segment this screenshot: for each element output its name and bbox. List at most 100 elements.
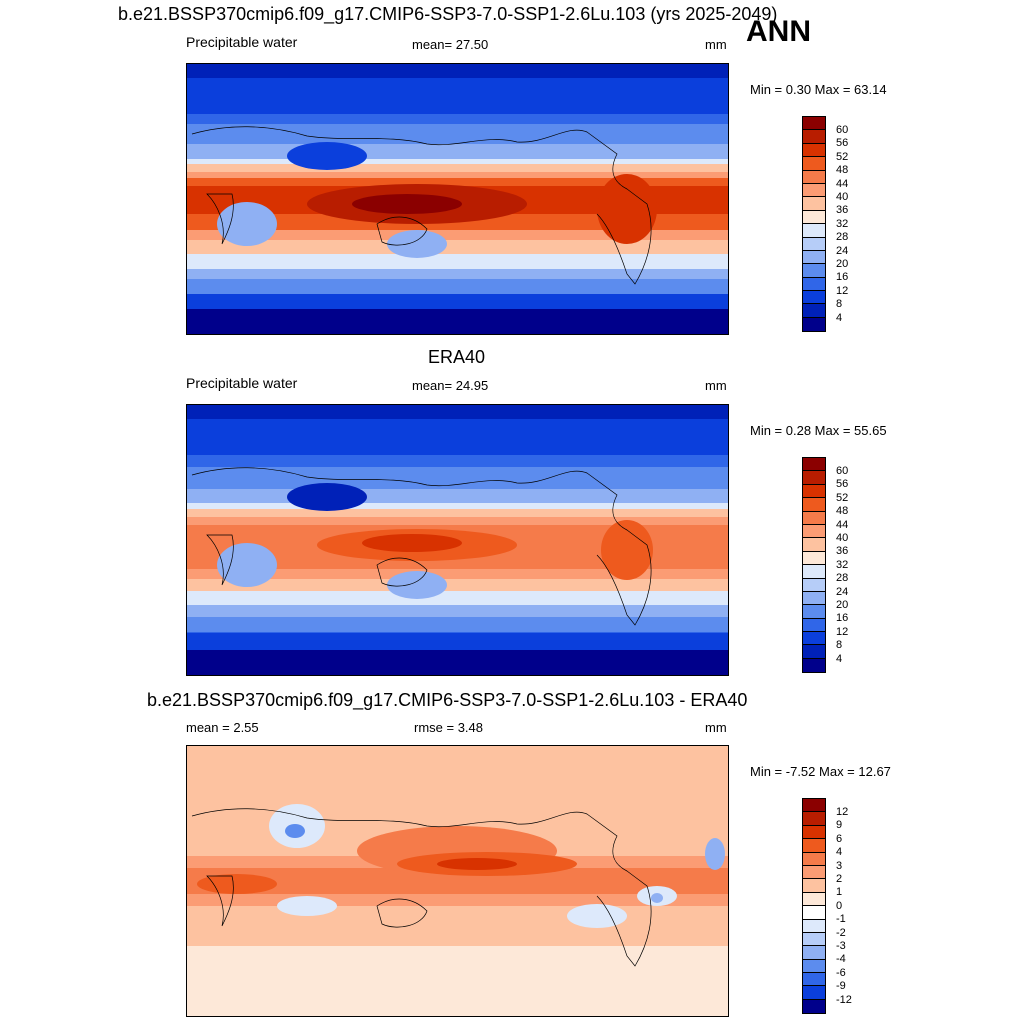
panel3-colorbar-box bbox=[803, 812, 825, 826]
panel3-colorbar-box bbox=[803, 892, 825, 907]
panel1-mean: mean= 27.50 bbox=[412, 37, 489, 52]
panel3-colorbar-box bbox=[803, 973, 825, 987]
panel2-tick: 52 bbox=[836, 492, 849, 504]
panel2-colorbar-box bbox=[803, 498, 825, 512]
panel3-colorbar-box bbox=[803, 799, 825, 813]
panel3-tick: 12 bbox=[836, 806, 849, 818]
panel3-tick: -12 bbox=[836, 994, 852, 1006]
panel1-colorbar-box bbox=[803, 291, 825, 305]
panel1-colorbar-box bbox=[803, 143, 825, 158]
panel3-tick: 1 bbox=[836, 886, 843, 898]
panel1-tick: 36 bbox=[836, 204, 849, 216]
panel1-colorbar-box bbox=[803, 210, 825, 225]
panel3-units: mm bbox=[705, 720, 727, 735]
panel3-colorbar-box bbox=[803, 932, 825, 947]
panel2-tick: 44 bbox=[836, 519, 849, 531]
panel1-tick: 28 bbox=[836, 231, 849, 243]
panel1-tick: 32 bbox=[836, 218, 849, 230]
panel3-mean: mean = 2.55 bbox=[186, 720, 259, 735]
panel2-colorbar-box bbox=[803, 605, 825, 619]
panel1-colorbar-box bbox=[803, 130, 825, 144]
panel1-colorbar-box bbox=[803, 304, 825, 318]
panel2-colorbar-box bbox=[803, 511, 825, 525]
panel1-variable: Precipitable water bbox=[186, 34, 298, 50]
panel2-tick: 8 bbox=[836, 639, 843, 651]
panel3-title: b.e21.BSSP370cmip6.f09_g17.CMIP6-SSP3-7.… bbox=[147, 690, 748, 710]
panel3-tick: 0 bbox=[836, 900, 843, 912]
panel1-colorbar-box bbox=[803, 277, 825, 292]
panel1-tick: 4 bbox=[836, 312, 843, 324]
panel3-colorbar-box bbox=[803, 986, 825, 1000]
panel2-colorbar-box bbox=[803, 578, 825, 592]
panel1-colorbar bbox=[802, 116, 826, 333]
panel2-tick: 28 bbox=[836, 572, 849, 584]
panel1-colorbar-box bbox=[803, 157, 825, 171]
panel2-colorbar-box bbox=[803, 565, 825, 579]
panel2-tick: 48 bbox=[836, 505, 849, 517]
panel2-minmax: Min = 0.28 Max = 55.65 bbox=[750, 423, 887, 438]
panel3-colorbar-box bbox=[803, 839, 825, 853]
panel3-rmse: rmse = 3.48 bbox=[414, 720, 484, 735]
panel1-tick: 56 bbox=[836, 137, 849, 149]
panel3-tick: 4 bbox=[836, 846, 843, 858]
panel1-colorbar-box bbox=[803, 224, 825, 238]
figure-title: b.e21.BSSP370cmip6.f09_g17.CMIP6-SSP3-7.… bbox=[118, 4, 778, 24]
panel2-tick: 56 bbox=[836, 478, 849, 490]
panel1-colorbar-box bbox=[803, 170, 825, 184]
panel2-tick: 16 bbox=[836, 612, 849, 624]
panel1-tick: 24 bbox=[836, 245, 849, 257]
panel1-colorbar-box bbox=[803, 183, 825, 198]
panel2-colorbar-box bbox=[803, 524, 825, 539]
panel3-colorbar-box bbox=[803, 865, 825, 880]
panel2-colorbar-box bbox=[803, 618, 825, 633]
panel2-colorbar-box bbox=[803, 471, 825, 485]
panel1-colorbar-box bbox=[803, 264, 825, 278]
season-label: ANN bbox=[746, 15, 811, 48]
panel1-colorbar-box bbox=[803, 317, 825, 332]
panel2-tick: 24 bbox=[836, 586, 849, 598]
panel2-tick: 12 bbox=[836, 626, 849, 638]
panel3-colorbar-box bbox=[803, 879, 825, 893]
panel2-tick: 36 bbox=[836, 545, 849, 557]
panel3-colorbar-box bbox=[803, 959, 825, 974]
panel3-colorbar-box bbox=[803, 919, 825, 933]
panel2-tick: 20 bbox=[836, 599, 849, 611]
panel3-minmax: Min = -7.52 Max = 12.67 bbox=[750, 764, 891, 779]
panel3-colorbar-box bbox=[803, 906, 825, 920]
panel3-tick: -2 bbox=[836, 927, 846, 939]
panel1-tick: 8 bbox=[836, 298, 843, 310]
panel1-colorbar-box bbox=[803, 237, 825, 251]
panel1-tick: 60 bbox=[836, 124, 849, 136]
panel2-colorbar bbox=[802, 457, 826, 674]
panel3-colorbar bbox=[802, 798, 826, 1015]
panel2-mean: mean= 24.95 bbox=[412, 378, 489, 393]
panel2-colorbar-box bbox=[803, 645, 825, 659]
panel1-minmax: Min = 0.30 Max = 63.14 bbox=[750, 82, 887, 97]
panel2-colorbar-box bbox=[803, 484, 825, 499]
panel2-colorbar-box bbox=[803, 538, 825, 552]
panel3-tick: -4 bbox=[836, 953, 846, 965]
panel1-colorbar-box bbox=[803, 117, 825, 131]
panel1-tick: 40 bbox=[836, 191, 849, 203]
panel3-tick: -1 bbox=[836, 913, 846, 925]
panel1-units: mm bbox=[705, 37, 727, 52]
panel2-tick: 4 bbox=[836, 653, 843, 665]
panel2-variable: Precipitable water bbox=[186, 375, 298, 391]
panel3-colorbar-box bbox=[803, 852, 825, 866]
panel2-units: mm bbox=[705, 378, 727, 393]
panel2-tick: 60 bbox=[836, 465, 849, 477]
panel3-tick: 9 bbox=[836, 819, 843, 831]
panel1-tick: 52 bbox=[836, 151, 849, 163]
panel2-colorbar-box bbox=[803, 458, 825, 472]
panel1-tick: 20 bbox=[836, 258, 849, 270]
panel2-colorbar-box bbox=[803, 658, 825, 673]
panel1-tick: 48 bbox=[836, 164, 849, 176]
panel3-tick: -9 bbox=[836, 980, 846, 992]
panel3-colorbar-box bbox=[803, 825, 825, 840]
panel1-tick: 12 bbox=[836, 285, 849, 297]
panel3-colorbar-box bbox=[803, 999, 825, 1014]
panel2-title: ERA40 bbox=[428, 347, 486, 367]
panel2-colorbar-box bbox=[803, 591, 825, 606]
panel2-colorbar-box bbox=[803, 632, 825, 646]
panel1-tick: 16 bbox=[836, 271, 849, 283]
